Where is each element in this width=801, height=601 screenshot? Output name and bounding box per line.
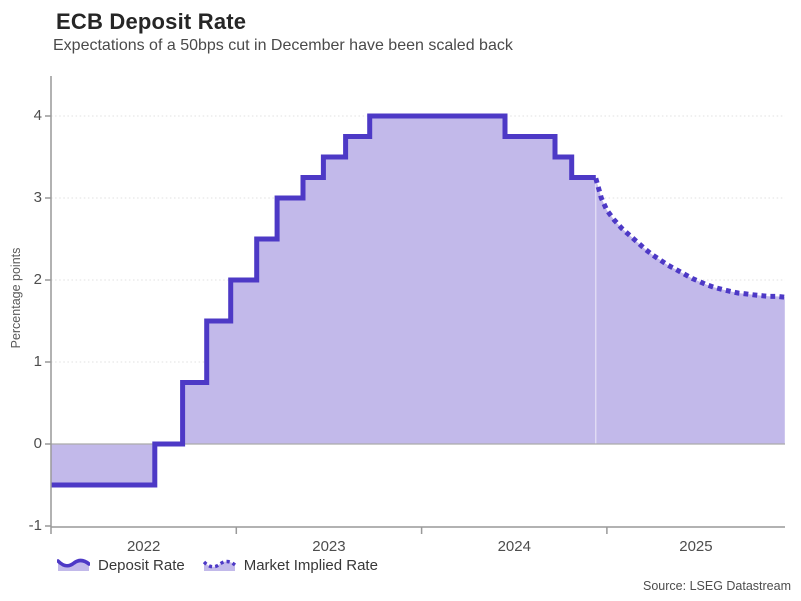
market-implied-area [595,178,785,445]
deposit-rate-line [51,113,596,488]
x-tick-label: 2025 [679,538,713,555]
x-tick-label: 2024 [497,538,531,555]
page-title: ECB Deposit Rate [56,9,247,34]
y-tick-label: 4 [33,107,42,124]
x-tick-label: 2023 [312,538,346,555]
solid-area-line-icon [57,558,90,571]
legend-item-market-implied-rate: Market Implied Rate [202,557,378,574]
y-tick-label: 0 [33,435,42,452]
deposit-rate-area [51,116,596,485]
x-tick-label: 2022 [126,538,161,555]
legend-label-deposit-rate: Deposit Rate [98,557,185,574]
y-tick-label: 2 [33,271,42,288]
y-tick-label: 3 [33,189,42,206]
y-tick-label: 1 [33,353,42,370]
chart-legend: Deposit Rate Market Implied Rate [57,557,378,574]
legend-label-market-implied-rate: Market Implied Rate [243,557,378,574]
source-attribution: Source: LSEG Datastream [643,579,791,593]
chart-subtitle: Expectations of a 50bps cut in December … [53,37,513,54]
y-tick-label: -1 [28,517,42,534]
legend-item-deposit-rate: Deposit Rate [57,557,185,574]
dotted-area-line-icon [202,559,236,571]
